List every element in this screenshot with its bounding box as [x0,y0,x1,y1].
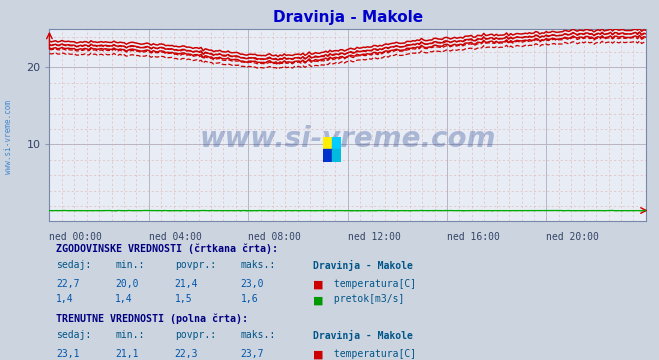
Text: ned 20:00: ned 20:00 [546,232,599,242]
Text: min.:: min.: [115,260,145,270]
Text: ned 04:00: ned 04:00 [149,232,202,242]
Title: Dravinja - Makole: Dravinja - Makole [273,10,422,25]
Text: ■: ■ [313,295,324,305]
Text: sedaj:: sedaj: [56,330,91,340]
Text: 23,7: 23,7 [241,349,264,359]
Text: povpr.:: povpr.: [175,260,215,270]
Text: 1,4: 1,4 [115,294,133,305]
Text: www.si-vreme.com: www.si-vreme.com [200,125,496,153]
Text: temperatura[C]: temperatura[C] [328,279,416,289]
Text: 22,3: 22,3 [175,349,198,359]
Text: ned 08:00: ned 08:00 [248,232,301,242]
Text: 22,7: 22,7 [56,279,80,289]
Text: 23,0: 23,0 [241,279,264,289]
Text: ned 16:00: ned 16:00 [447,232,500,242]
Bar [323,137,332,149]
Text: 20,0: 20,0 [115,279,139,289]
Bar [332,149,341,162]
Text: temperatura[C]: temperatura[C] [328,349,416,359]
Text: ned 00:00: ned 00:00 [49,232,102,242]
Text: Dravinja - Makole: Dravinja - Makole [313,330,413,341]
Text: www.si-vreme.com: www.si-vreme.com [4,100,13,174]
Text: Dravinja - Makole: Dravinja - Makole [313,260,413,271]
Bar [332,137,341,149]
Text: sedaj:: sedaj: [56,260,91,270]
Text: ned 12:00: ned 12:00 [348,232,401,242]
Text: 23,1: 23,1 [56,349,80,359]
Text: 1,4: 1,4 [56,294,74,305]
Text: 1,6: 1,6 [241,294,258,305]
Text: povpr.:: povpr.: [175,330,215,340]
Bar [323,149,332,162]
Text: maks.:: maks.: [241,260,275,270]
Text: 1,5: 1,5 [175,294,192,305]
Text: 21,1: 21,1 [115,349,139,359]
Text: ZGODOVINSKE VREDNOSTI (črtkana črta):: ZGODOVINSKE VREDNOSTI (črtkana črta): [56,243,278,253]
Text: ■: ■ [313,279,324,289]
Text: TRENUTNE VREDNOSTI (polna črta):: TRENUTNE VREDNOSTI (polna črta): [56,313,248,324]
Text: ■: ■ [313,350,324,360]
Text: 21,4: 21,4 [175,279,198,289]
Text: min.:: min.: [115,330,145,340]
Text: pretok[m3/s]: pretok[m3/s] [328,294,404,305]
Text: maks.:: maks.: [241,330,275,340]
